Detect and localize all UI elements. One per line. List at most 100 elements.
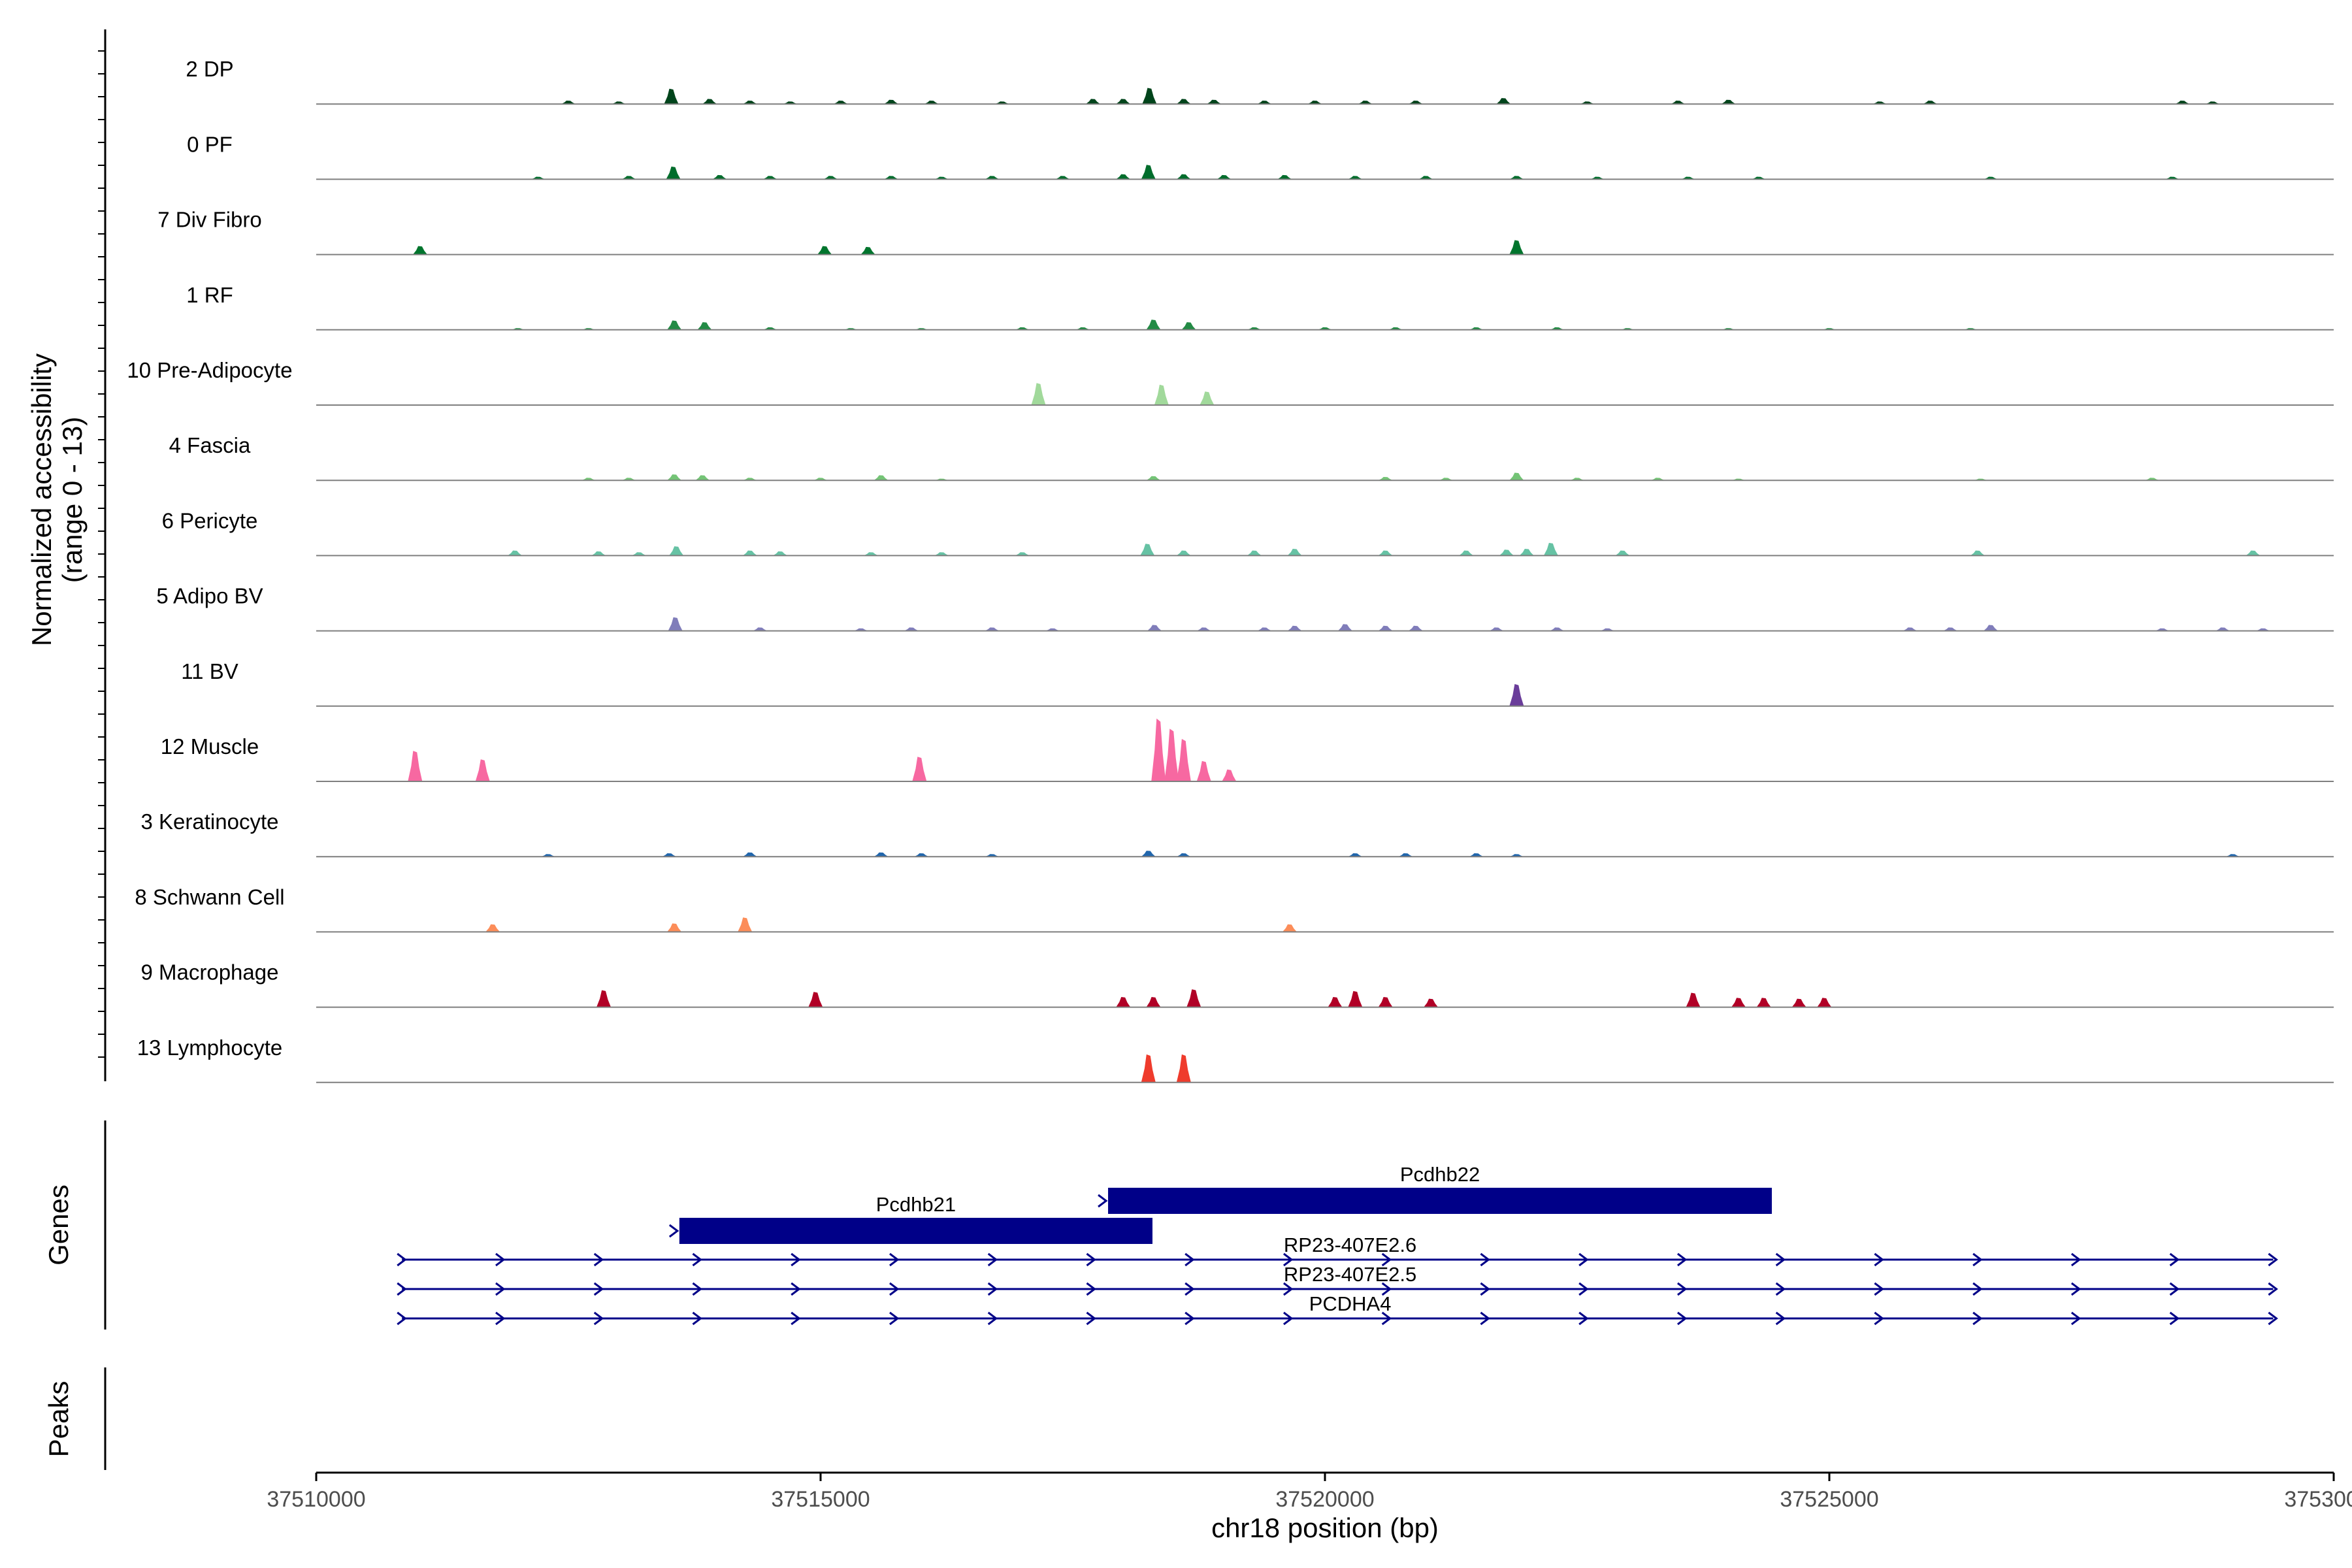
strand-arrow bbox=[1972, 1282, 1983, 1296]
track-9: 11 BV bbox=[181, 659, 2334, 707]
coverage-peak bbox=[1499, 549, 1514, 556]
coverage-peak bbox=[1141, 165, 1156, 180]
coverage-peak bbox=[860, 246, 875, 255]
coverage-peak bbox=[561, 101, 576, 105]
coverage-peak bbox=[1358, 101, 1373, 105]
strand-arrow bbox=[593, 1282, 604, 1296]
strand-arrow bbox=[1184, 1252, 1195, 1267]
coverage-peak bbox=[596, 990, 612, 1007]
coverage-peak bbox=[1489, 627, 1504, 631]
coverage-peak bbox=[742, 550, 757, 556]
strand-arrow bbox=[987, 1311, 998, 1326]
coverage-peak bbox=[1176, 174, 1191, 180]
x-tick-label: 37525000 bbox=[1780, 1487, 1878, 1512]
strand-arrow bbox=[987, 1282, 998, 1296]
coverage-peak bbox=[1469, 853, 1484, 857]
coverage-peak bbox=[1257, 101, 1272, 105]
coverage-peak bbox=[833, 101, 848, 105]
coverage-peak bbox=[808, 992, 823, 1007]
coverage-peak bbox=[1257, 627, 1272, 631]
strand-arrow bbox=[2169, 1282, 2180, 1296]
coverage-peak bbox=[1151, 718, 1166, 781]
strand-arrow bbox=[889, 1252, 900, 1267]
coverage-peak bbox=[591, 551, 606, 556]
coverage-peak bbox=[874, 852, 889, 857]
strand-arrow bbox=[2268, 1311, 2278, 1326]
coverage-peak bbox=[1756, 998, 1771, 1007]
gene-label: RP23-407E2.5 bbox=[1284, 1263, 1416, 1286]
strand-arrow bbox=[495, 1311, 506, 1326]
coverage-peak bbox=[1496, 98, 1511, 105]
coverage-peak bbox=[1287, 625, 1302, 631]
strand-arrow bbox=[1775, 1252, 1786, 1267]
strand-arrow bbox=[1381, 1311, 1392, 1326]
track-7: 6 Pericyte bbox=[162, 508, 2334, 557]
strand-arrow bbox=[1677, 1282, 1688, 1296]
x-axis-ticks: 37510000 37515000 37520000 37525000 37530000 bbox=[267, 1473, 2352, 1512]
coverage-peak bbox=[1509, 176, 1524, 180]
coverage-peak bbox=[412, 246, 428, 255]
coverage-peak bbox=[912, 757, 927, 781]
coverage-peak bbox=[742, 101, 757, 105]
track-label: 11 BV bbox=[181, 659, 238, 683]
strand-arrow bbox=[1086, 1252, 1096, 1267]
track-4: 1 RF bbox=[186, 283, 2334, 331]
coverage-peak bbox=[1307, 101, 1322, 105]
coverage-peak bbox=[1984, 625, 1999, 631]
strand-arrow bbox=[791, 1311, 801, 1326]
coverage-peak bbox=[1348, 176, 1363, 180]
strand-arrow bbox=[593, 1311, 604, 1326]
coverage-peak bbox=[667, 320, 682, 330]
track-label: 7 Div Fibro bbox=[157, 208, 262, 232]
coverage-peak bbox=[914, 853, 929, 857]
coverage-peak bbox=[985, 627, 1000, 631]
track-10: 12 Muscle bbox=[161, 718, 2334, 782]
coverage-peak bbox=[1408, 101, 1423, 105]
coverage-tracks: 2 DP 0 PF 7 Div Fibro 1 RF 10 Pre-Adipocyte 4… bbox=[127, 57, 2334, 1083]
coverage-peak bbox=[1140, 544, 1155, 556]
gene-body bbox=[679, 1218, 1152, 1244]
track-label: 1 RF bbox=[186, 283, 233, 307]
strand-arrow bbox=[1578, 1252, 1589, 1267]
coverage-peak bbox=[1085, 99, 1100, 105]
track-label: 9 Macrophage bbox=[141, 960, 279, 985]
strand-arrow bbox=[1874, 1311, 1884, 1326]
coverage-peak bbox=[695, 475, 710, 481]
strand-arrow bbox=[987, 1252, 998, 1267]
track-label: 4 Fascia bbox=[169, 433, 251, 457]
coverage-peak bbox=[1348, 853, 1363, 857]
strand-arrow bbox=[1775, 1282, 1786, 1296]
coverage-peak bbox=[1509, 240, 1524, 255]
coverage-peak bbox=[1055, 176, 1070, 180]
coverage-peak bbox=[2175, 101, 2190, 105]
strand-arrow bbox=[1775, 1311, 1786, 1326]
strand-arrow bbox=[1480, 1252, 1490, 1267]
track-label: 5 Adipo BV bbox=[156, 584, 263, 608]
coverage-peak bbox=[742, 852, 757, 857]
coverage-peak bbox=[1509, 684, 1524, 706]
coverage-peak bbox=[864, 552, 879, 556]
strand-arrow bbox=[1578, 1282, 1589, 1296]
coverage-peak bbox=[1398, 853, 1413, 857]
x-tick-label: 37520000 bbox=[1275, 1487, 1374, 1512]
coverage-peak bbox=[1328, 997, 1343, 1007]
coverage-peak bbox=[1196, 627, 1211, 631]
strand-arrow bbox=[1972, 1311, 1983, 1326]
genes-panel-label: Genes bbox=[43, 1184, 74, 1266]
coverage-peak bbox=[1459, 550, 1474, 556]
coverage-peak bbox=[1116, 99, 1131, 105]
coverage-peak bbox=[1207, 99, 1222, 105]
coverage-peak bbox=[1923, 101, 1938, 105]
y-axis-title-line1: Normalized accessibility bbox=[26, 353, 57, 646]
track-6: 4 Fascia bbox=[169, 433, 2334, 482]
coverage-peak bbox=[1176, 1054, 1191, 1083]
gene-label: RP23-407E2.6 bbox=[1284, 1233, 1416, 1256]
coverage-peak bbox=[697, 322, 712, 330]
coverage-peak bbox=[1543, 542, 1558, 556]
x-tick-label: 37530000 bbox=[2284, 1487, 2352, 1512]
coverage-peak bbox=[904, 627, 919, 631]
coverage-peak bbox=[823, 176, 838, 180]
y-axis-title-line2: (range 0 - 13) bbox=[57, 417, 88, 583]
coverage-peak bbox=[662, 853, 677, 857]
